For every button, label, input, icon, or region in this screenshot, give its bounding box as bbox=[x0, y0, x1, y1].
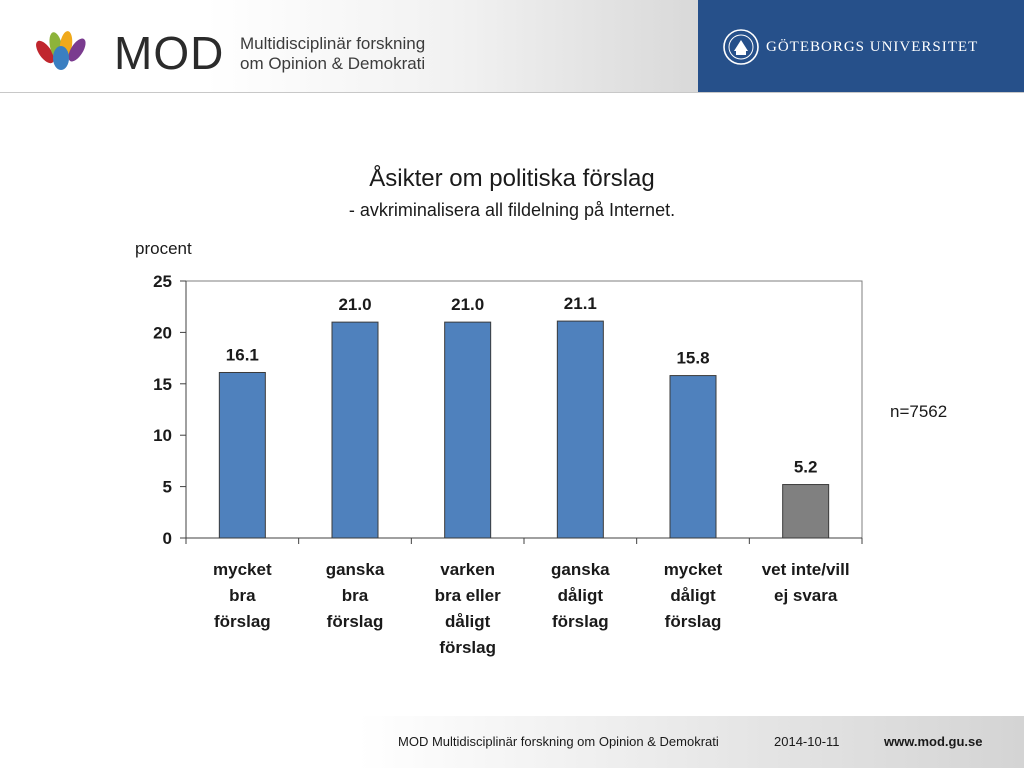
bar-value-label: 16.1 bbox=[226, 345, 259, 364]
bar bbox=[782, 484, 830, 539]
x-category-label-line: bra eller bbox=[435, 586, 502, 605]
y-tick-label: 25 bbox=[153, 272, 172, 291]
bar bbox=[444, 321, 492, 539]
bar-value-label: 21.0 bbox=[451, 295, 484, 314]
university-name: GÖTEBORGS UNIVERSITET bbox=[766, 39, 979, 55]
plot-area bbox=[185, 280, 863, 539]
x-category-label-line: dåligt bbox=[445, 612, 491, 631]
x-category-label-line: ganska bbox=[551, 560, 610, 579]
footer-date: 2014-10-11 bbox=[774, 734, 840, 749]
x-category-label-line: bra bbox=[229, 586, 256, 605]
slide-footer bbox=[0, 716, 1024, 768]
y-axis-unit-label: procent bbox=[135, 239, 192, 258]
y-tick-label: 15 bbox=[153, 375, 172, 394]
y-tick-label: 20 bbox=[153, 323, 172, 342]
brand-subtitle: Multidisciplinär forskning om Opinion & … bbox=[240, 34, 425, 74]
bar bbox=[669, 375, 717, 539]
bar-value-label: 15.8 bbox=[676, 349, 709, 368]
x-category-label-line: dåligt bbox=[558, 586, 604, 605]
x-category-label-line: varken bbox=[440, 560, 495, 579]
bar bbox=[331, 321, 379, 539]
x-category-label-line: ganska bbox=[326, 560, 385, 579]
x-category-label: ganska dåligt förslag bbox=[551, 560, 610, 631]
x-category-label-line: bra bbox=[342, 586, 369, 605]
bar-value-label: 21.1 bbox=[564, 294, 597, 313]
x-category-label-line: förslag bbox=[439, 638, 496, 657]
mod-flower-icon bbox=[36, 31, 86, 70]
x-category-label: vet inte/vill ej svara bbox=[762, 560, 850, 605]
x-category-label: mycket bra förslag bbox=[213, 560, 272, 631]
chart-subtitle: - avkriminalisera all fildelning på Inte… bbox=[348, 200, 676, 220]
brand-name: MOD bbox=[114, 27, 225, 79]
x-category-label: ganska bra förslag bbox=[326, 560, 385, 631]
bar bbox=[556, 320, 604, 539]
x-category-label-line: mycket bbox=[213, 560, 272, 579]
brand-subtitle-line-1: Multidisciplinär forskning bbox=[240, 34, 426, 53]
chart-title: Åsikter om politiska förslag bbox=[369, 165, 655, 192]
x-category-label-line: mycket bbox=[664, 560, 723, 579]
y-tick-label: 0 bbox=[163, 529, 172, 548]
x-category-label: varken bra eller dåligt förslag bbox=[435, 560, 502, 657]
x-category-label-line: ej svara bbox=[774, 586, 838, 605]
university-seal-icon bbox=[723, 29, 759, 65]
bar-value-label: 5.2 bbox=[794, 458, 818, 477]
sample-size-note: n=7562 bbox=[890, 402, 948, 421]
bar bbox=[218, 371, 266, 539]
x-category-label-line: förslag bbox=[214, 612, 271, 631]
x-category-label-line: dåligt bbox=[670, 586, 716, 605]
university-banner bbox=[698, 0, 1024, 92]
x-category-label: mycket dåligt förslag bbox=[664, 560, 723, 631]
footer-organization: MOD Multidisciplinär forskning om Opinio… bbox=[398, 734, 719, 749]
x-category-label-line: förslag bbox=[665, 612, 722, 631]
brand-subtitle-line-2: om Opinion & Demokrati bbox=[240, 54, 426, 73]
x-category-label-line: förslag bbox=[327, 612, 384, 631]
x-category-label-line: förslag bbox=[552, 612, 609, 631]
y-tick-label: 5 bbox=[163, 478, 172, 497]
bar-value-label: 21.0 bbox=[338, 295, 371, 314]
slide-header: MOD Multidisciplinär forskning om Opinio… bbox=[0, 0, 1024, 93]
y-tick-label: 10 bbox=[153, 426, 172, 445]
footer-url[interactable]: www.mod.gu.se bbox=[884, 734, 983, 749]
x-category-label-line: vet inte/vill bbox=[762, 560, 850, 579]
